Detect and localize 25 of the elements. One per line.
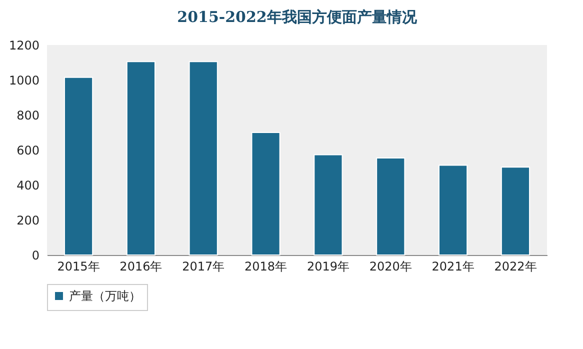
legend-label: 产量（万吨） <box>69 289 141 303</box>
bar <box>500 166 530 256</box>
bar <box>126 61 156 256</box>
y-tick-label: 0 <box>32 248 40 262</box>
bar <box>188 61 218 256</box>
bar <box>376 158 406 256</box>
x-tick-label: 2022年 <box>494 260 537 274</box>
bar <box>314 154 343 256</box>
x-tick-label: 2017年 <box>182 260 225 274</box>
x-tick-label: 2020年 <box>369 260 412 274</box>
x-tick-label: 2018年 <box>244 260 288 274</box>
x-tick-label: 2015年 <box>57 260 100 274</box>
bar <box>438 164 468 256</box>
y-tick-label: 800 <box>16 108 40 122</box>
x-tick-label: 2019年 <box>306 260 350 274</box>
y-tick-label: 400 <box>16 178 40 192</box>
x-tick-label: 2016年 <box>120 260 162 274</box>
bar <box>64 76 94 256</box>
y-tick-label: 600 <box>16 144 40 158</box>
chart-title: 2015-2022年我国方便面产量情况 <box>177 8 418 26</box>
y-tick-label: 1200 <box>8 38 40 52</box>
x-tick-label: 2021年 <box>432 260 474 274</box>
bar <box>251 132 280 256</box>
y-tick-label: 200 <box>16 214 40 228</box>
y-tick-label: 1000 <box>8 74 40 88</box>
